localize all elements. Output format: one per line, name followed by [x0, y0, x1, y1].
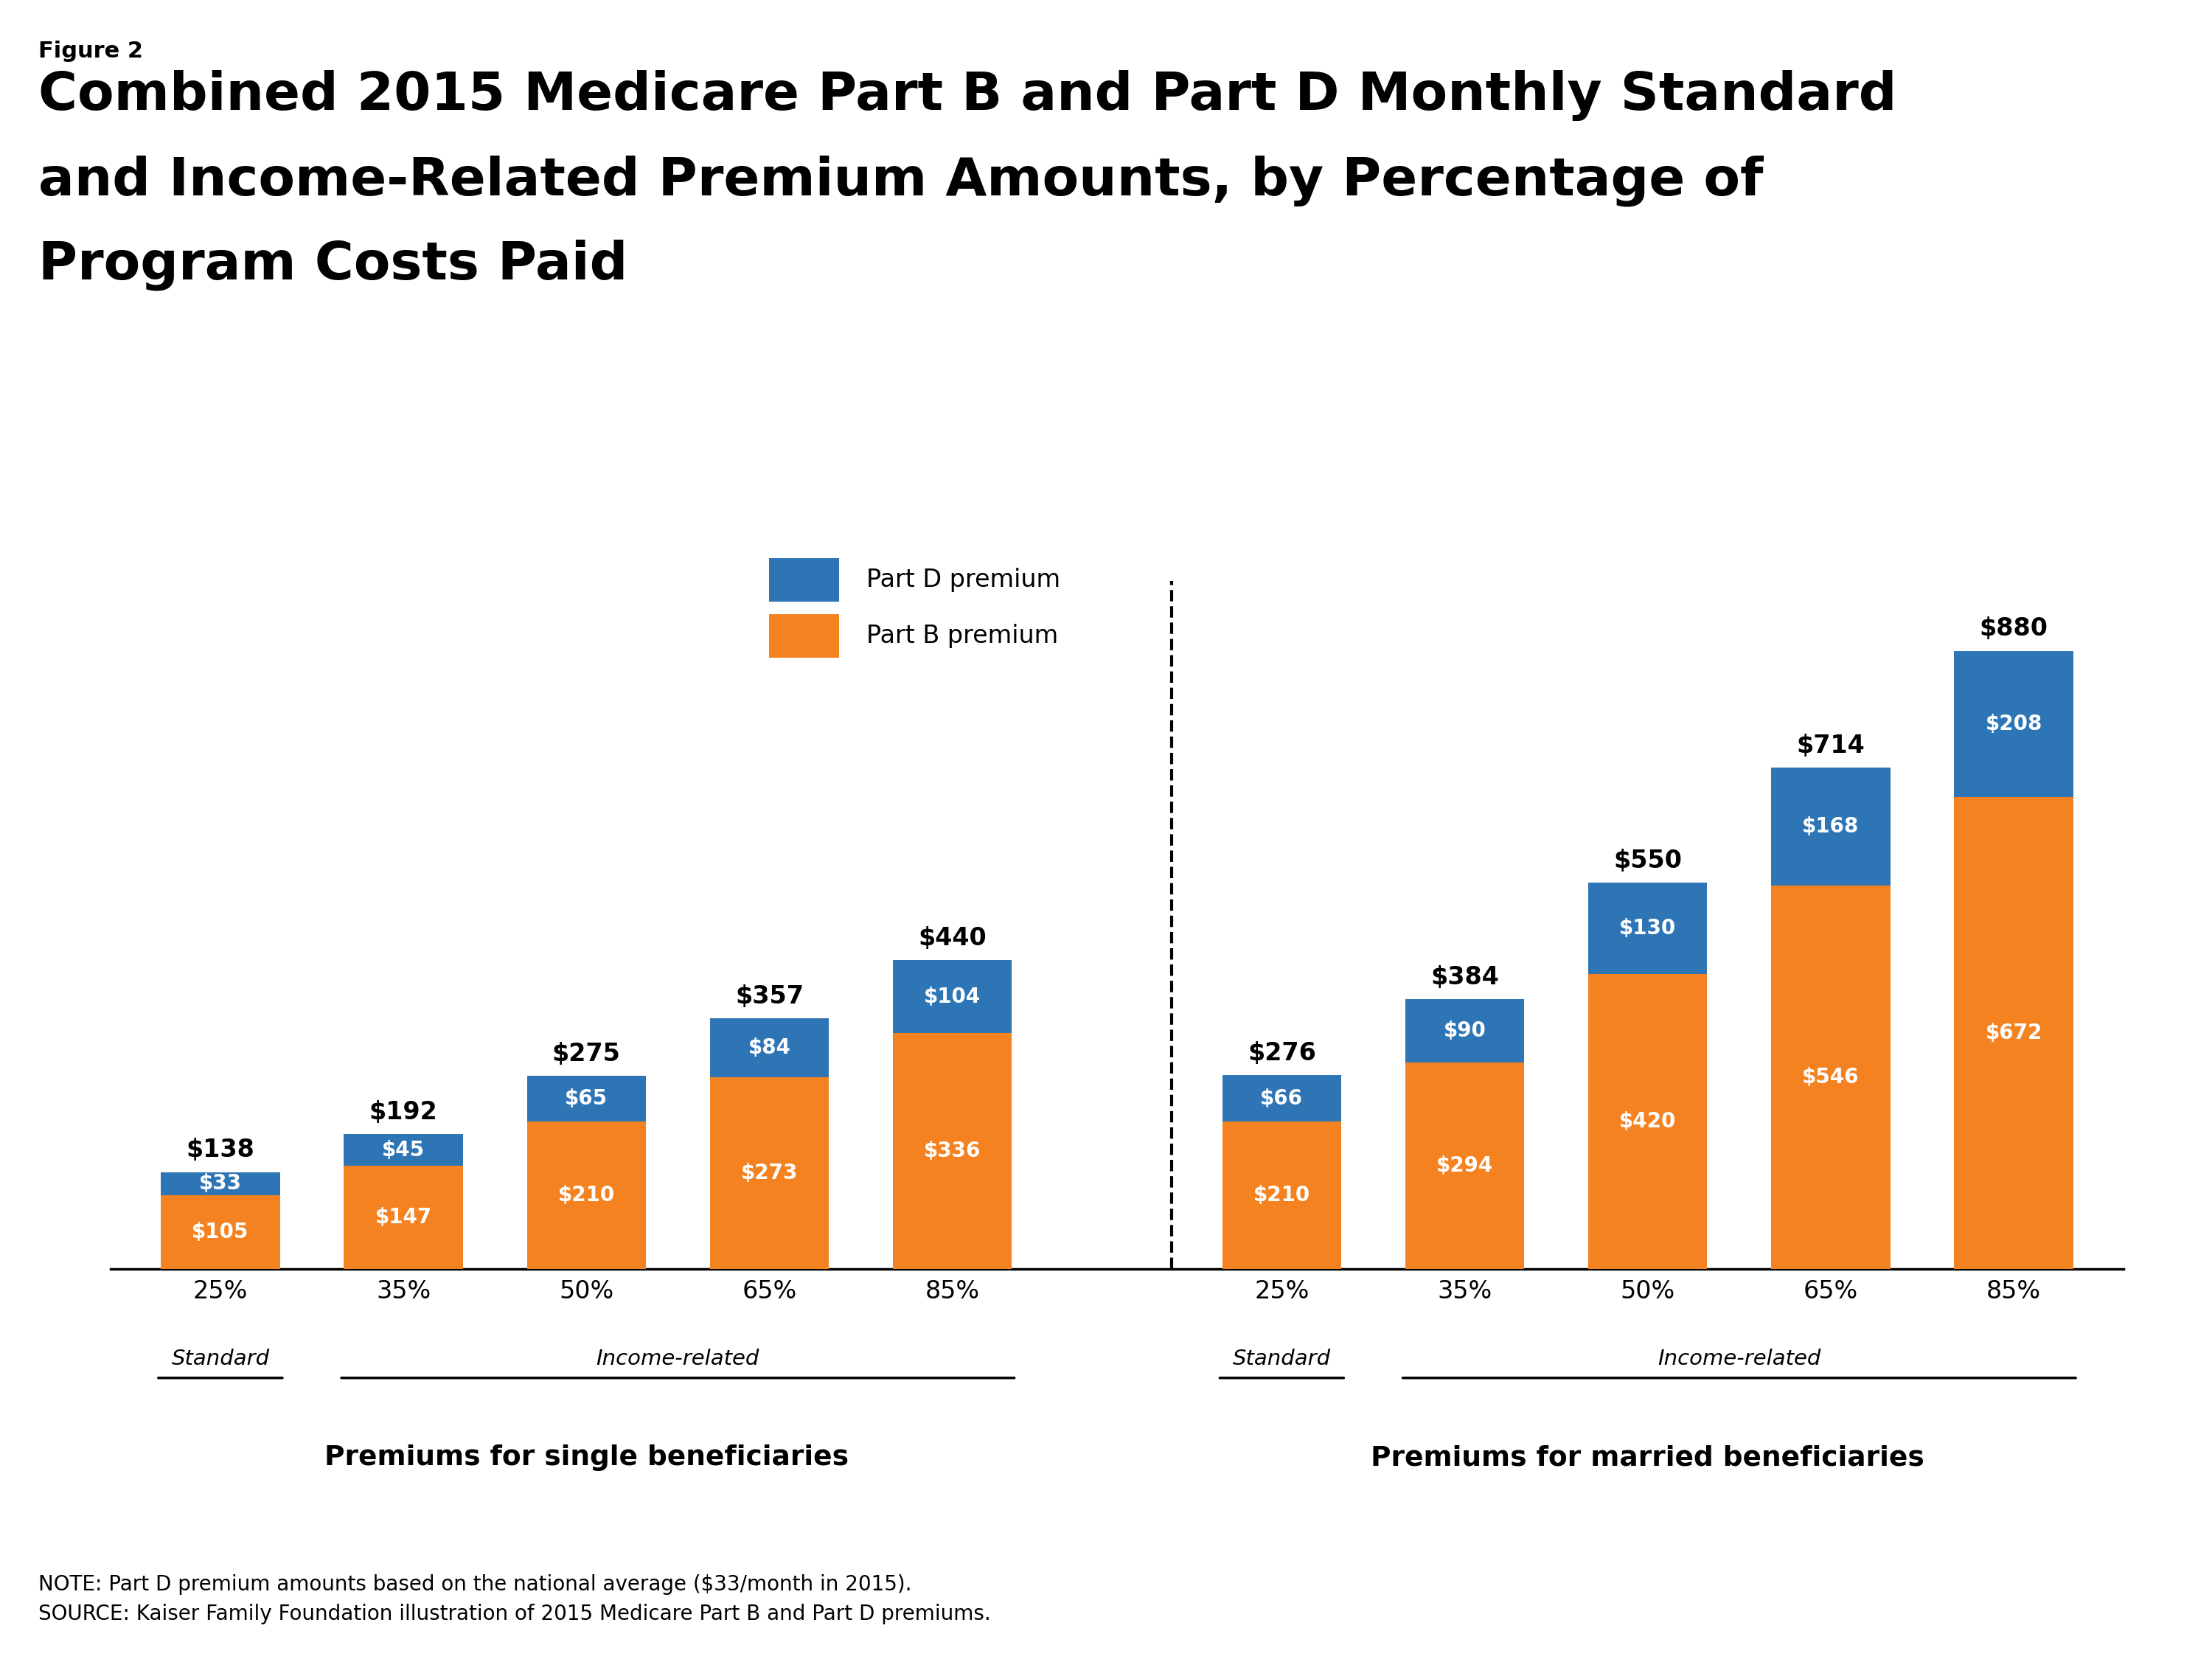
Text: Combined 2015 Medicare Part B and Part D Monthly Standard: Combined 2015 Medicare Part B and Part D…: [38, 70, 1896, 121]
Text: Part B premium: Part B premium: [867, 624, 1057, 649]
Text: $384: $384: [1431, 966, 1500, 989]
Bar: [526, 1077, 646, 1121]
Text: $440: $440: [918, 926, 987, 951]
Bar: [1223, 1121, 1340, 1269]
Text: FAMILY: FAMILY: [1984, 1568, 2053, 1586]
Text: KAISER: KAISER: [1982, 1538, 2055, 1556]
Text: $210: $210: [557, 1185, 615, 1206]
Text: Figure 2: Figure 2: [38, 40, 144, 61]
Bar: [1772, 768, 1891, 886]
Text: $192: $192: [369, 1100, 438, 1125]
Text: FOUNDATION: FOUNDATION: [1978, 1603, 2059, 1614]
Text: $105: $105: [192, 1223, 250, 1243]
Text: $294: $294: [1436, 1156, 1493, 1176]
Bar: [894, 961, 1011, 1034]
Bar: [343, 1135, 462, 1166]
Text: Part D premium: Part D premium: [867, 567, 1060, 592]
Text: $336: $336: [925, 1141, 980, 1161]
Text: $357: $357: [734, 984, 803, 1009]
Bar: [1588, 974, 1708, 1269]
Text: $104: $104: [925, 985, 980, 1007]
Text: $45: $45: [383, 1140, 425, 1160]
Text: $672: $672: [1984, 1022, 2042, 1044]
Bar: [770, 614, 838, 659]
Bar: [526, 1121, 646, 1269]
Text: Standard: Standard: [170, 1349, 270, 1369]
Bar: [1953, 650, 2073, 796]
Bar: [1772, 886, 1891, 1269]
Text: $65: $65: [564, 1088, 608, 1110]
Text: $550: $550: [1613, 848, 1681, 873]
Text: and Income-Related Premium Amounts, by Percentage of: and Income-Related Premium Amounts, by P…: [38, 154, 1763, 206]
Text: $84: $84: [748, 1037, 790, 1058]
Bar: [1588, 883, 1708, 974]
Text: $420: $420: [1619, 1112, 1677, 1131]
Bar: [770, 557, 838, 602]
Text: $276: $276: [1248, 1042, 1316, 1065]
Text: Income-related: Income-related: [597, 1349, 759, 1369]
Text: $33: $33: [199, 1173, 241, 1194]
Text: $147: $147: [374, 1208, 431, 1228]
Text: Standard: Standard: [1232, 1349, 1332, 1369]
Text: $168: $168: [1803, 816, 1860, 836]
Text: $138: $138: [186, 1138, 254, 1163]
Text: Premiums for single beneficiaries: Premiums for single beneficiaries: [325, 1445, 849, 1472]
Bar: [1405, 999, 1524, 1062]
Text: $273: $273: [741, 1163, 799, 1183]
Text: $210: $210: [1254, 1185, 1310, 1206]
Bar: [1953, 796, 2073, 1269]
Bar: [161, 1196, 281, 1269]
Text: $546: $546: [1803, 1067, 1860, 1088]
Bar: [161, 1173, 281, 1196]
Text: $90: $90: [1444, 1020, 1486, 1042]
Text: $880: $880: [1980, 617, 2048, 640]
Bar: [894, 1034, 1011, 1269]
Bar: [710, 1077, 830, 1269]
Text: SOURCE: Kaiser Family Foundation illustration of 2015 Medicare Part B and Part D: SOURCE: Kaiser Family Foundation illustr…: [38, 1604, 991, 1624]
Text: THE HENRY J.: THE HENRY J.: [1978, 1510, 2059, 1520]
Bar: [343, 1166, 462, 1269]
Bar: [1223, 1075, 1340, 1121]
Text: Program Costs Paid: Program Costs Paid: [38, 239, 628, 290]
Text: NOTE: Part D premium amounts based on the national average ($33/month in 2015).: NOTE: Part D premium amounts based on th…: [38, 1574, 911, 1594]
Text: $714: $714: [1796, 733, 1865, 758]
Text: Premiums for married beneficiaries: Premiums for married beneficiaries: [1371, 1445, 1924, 1472]
Text: $275: $275: [553, 1042, 622, 1067]
Bar: [710, 1019, 830, 1077]
Text: Income-related: Income-related: [1657, 1349, 1820, 1369]
Text: $208: $208: [1984, 713, 2042, 735]
Text: $66: $66: [1261, 1088, 1303, 1108]
Bar: [1405, 1062, 1524, 1269]
Text: $130: $130: [1619, 917, 1677, 939]
